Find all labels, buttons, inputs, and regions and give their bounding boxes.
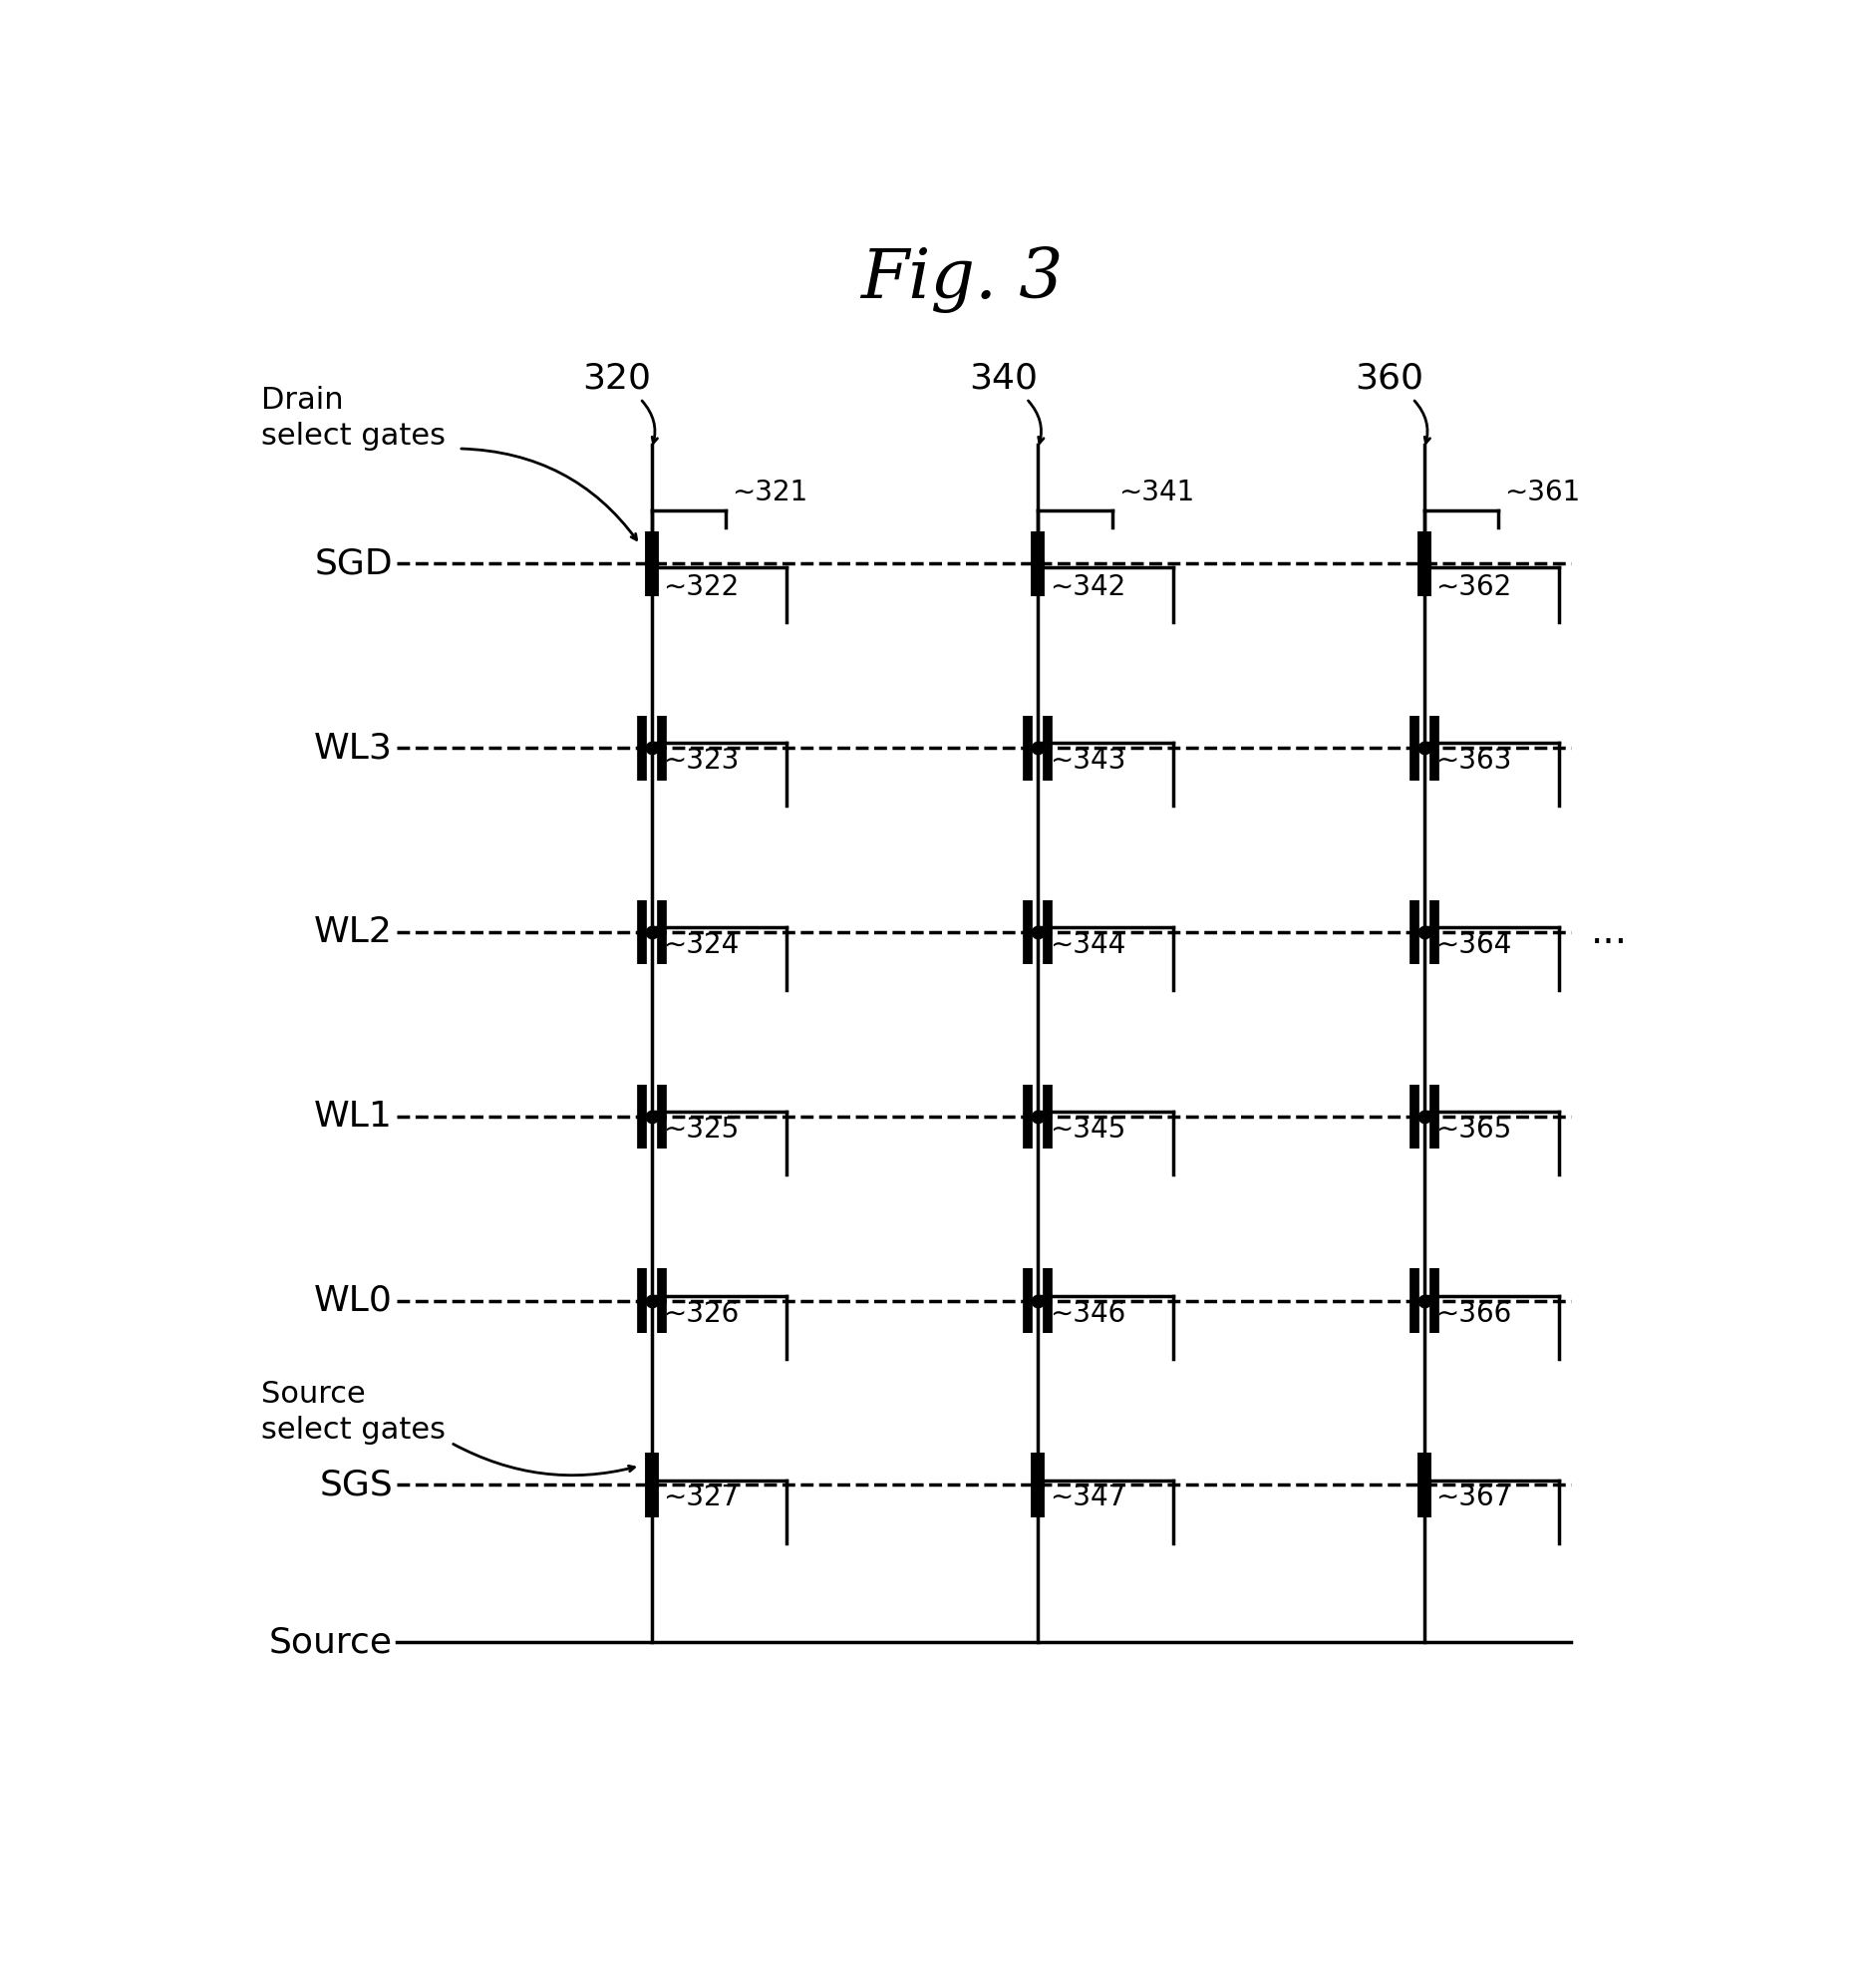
Text: ∼345: ∼345: [1049, 1116, 1126, 1144]
Text: Drain
select gates: Drain select gates: [261, 386, 446, 451]
Text: ∼341: ∼341: [1118, 479, 1195, 507]
Text: SGD: SGD: [315, 546, 392, 580]
Text: ∼347: ∼347: [1049, 1484, 1126, 1512]
Text: WL1: WL1: [315, 1100, 392, 1134]
Text: Fig. 3: Fig. 3: [859, 245, 1064, 313]
Text: ∼366: ∼366: [1435, 1300, 1512, 1328]
Text: ∼342: ∼342: [1049, 574, 1126, 602]
Text: ∼327: ∼327: [664, 1484, 739, 1512]
Text: ∼322: ∼322: [664, 574, 739, 602]
Text: ∼324: ∼324: [664, 932, 739, 960]
Text: ∼361: ∼361: [1505, 479, 1581, 507]
Text: ∼365: ∼365: [1435, 1116, 1512, 1144]
Text: 320: 320: [583, 360, 651, 396]
Text: 360: 360: [1354, 360, 1424, 396]
Text: Source: Source: [270, 1625, 392, 1658]
Text: ∼364: ∼364: [1435, 932, 1512, 960]
Text: ∼326: ∼326: [664, 1300, 739, 1328]
Text: ∼323: ∼323: [664, 746, 739, 776]
Text: WL2: WL2: [315, 914, 392, 950]
Text: SGS: SGS: [319, 1468, 392, 1502]
Text: ∼367: ∼367: [1435, 1484, 1512, 1512]
Text: WL0: WL0: [315, 1284, 392, 1318]
Text: ∼363: ∼363: [1435, 746, 1512, 776]
Text: WL3: WL3: [315, 730, 392, 766]
Text: ∼343: ∼343: [1049, 746, 1126, 776]
Text: ∼362: ∼362: [1435, 574, 1512, 602]
Text: ∼321: ∼321: [732, 479, 809, 507]
Text: ∼346: ∼346: [1049, 1300, 1126, 1328]
Text: ...: ...: [1591, 912, 1626, 952]
Text: ∼325: ∼325: [664, 1116, 739, 1144]
Text: ∼344: ∼344: [1049, 932, 1126, 960]
Text: Source
select gates: Source select gates: [261, 1379, 446, 1445]
Text: 340: 340: [968, 360, 1037, 396]
